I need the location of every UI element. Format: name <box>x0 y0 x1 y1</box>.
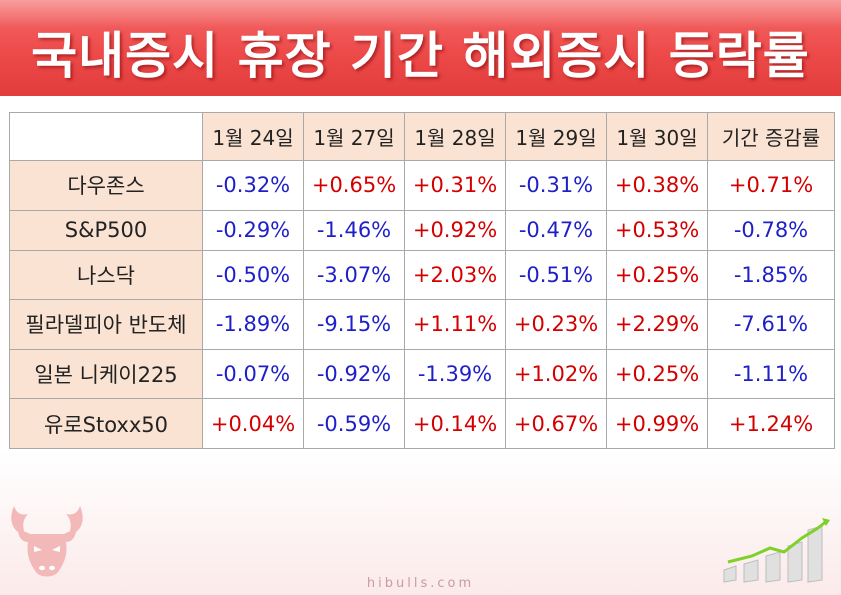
value-cell: +0.04% <box>202 398 304 449</box>
corner-cell <box>9 112 203 161</box>
value-cell: -0.07% <box>202 348 304 400</box>
value-cell: +1.02% <box>505 348 607 400</box>
row-label: 유로Stoxx50 <box>9 398 203 449</box>
value-cell: +0.14% <box>404 398 506 449</box>
column-header-period-change: 기간 증감률 <box>707 112 835 161</box>
header-row: 1월 24일 1월 27일 1월 28일 1월 29일 1월 30일 기간 증감… <box>9 112 835 161</box>
table-row: 다우존스 -0.32% +0.65% +0.31% -0.31% +0.38% +0.71% <box>9 160 835 211</box>
period-change-cell: +0.71% <box>707 160 835 211</box>
value-cell: +0.25% <box>606 348 708 400</box>
value-cell: -0.51% <box>505 249 607 301</box>
rising-bar-chart-icon <box>718 510 832 586</box>
value-cell: -0.59% <box>303 398 405 449</box>
row-label: S&P500 <box>9 209 203 251</box>
page-title: 국내증시 휴장 기간 해외증시 등락률 <box>31 27 810 85</box>
table-row: 일본 니케이225 -0.07% -0.92% -1.39% +1.02% +0.25% -… <box>9 348 835 400</box>
value-cell: -9.15% <box>303 299 405 350</box>
column-header: 1월 28일 <box>404 112 506 161</box>
value-cell: -0.92% <box>303 348 405 400</box>
period-change-cell: -7.61% <box>707 299 835 350</box>
period-change-cell: +1.24% <box>707 398 835 449</box>
value-cell: -0.29% <box>202 209 304 251</box>
row-label: 나스닥 <box>9 249 203 301</box>
value-cell: -0.47% <box>505 209 607 251</box>
column-header: 1월 29일 <box>505 112 607 161</box>
value-cell: -0.50% <box>202 249 304 301</box>
value-cell: +0.23% <box>505 299 607 350</box>
period-change-cell: -1.11% <box>707 348 835 400</box>
table-row: S&P500 -0.29% -1.46% +0.92% -0.47% +0.53% -0.7… <box>9 209 835 251</box>
value-cell: +0.65% <box>303 160 405 211</box>
value-cell: +0.99% <box>606 398 708 449</box>
table-row: 필라델피아 반도체 -1.89% -9.15% +1.11% +0.23% +2.29% -… <box>9 299 835 350</box>
value-cell: +0.92% <box>404 209 506 251</box>
value-cell: +2.29% <box>606 299 708 350</box>
value-cell: -1.89% <box>202 299 304 350</box>
title-banner: 국내증시 휴장 기간 해외증시 등락률 <box>0 0 841 96</box>
value-cell: +0.53% <box>606 209 708 251</box>
bull-head-icon <box>8 502 86 582</box>
value-cell: -1.39% <box>404 348 506 400</box>
column-header: 1월 27일 <box>303 112 405 161</box>
table-row: 유로Stoxx50 +0.04% -0.59% +0.14% +0.67% +0.99% +… <box>9 398 835 449</box>
value-cell: +0.67% <box>505 398 607 449</box>
site-watermark: hibulls.com <box>366 576 475 591</box>
period-change-cell: -1.85% <box>707 249 835 301</box>
value-cell: +1.11% <box>404 299 506 350</box>
value-cell: +0.25% <box>606 249 708 301</box>
value-cell: -1.46% <box>303 209 405 251</box>
value-cell: -0.31% <box>505 160 607 211</box>
row-label: 다우존스 <box>9 160 203 211</box>
row-label: 필라델피아 반도체 <box>9 299 203 350</box>
row-label: 일본 니케이225 <box>9 348 203 400</box>
value-cell: +2.03% <box>404 249 506 301</box>
column-header: 1월 30일 <box>606 112 708 161</box>
period-change-cell: -0.78% <box>707 209 835 251</box>
value-cell: -0.32% <box>202 160 304 211</box>
table-row: 나스닥 -0.50% -3.07% +2.03% -0.51% +0.25% -1.85% <box>9 249 835 301</box>
column-header: 1월 24일 <box>202 112 304 161</box>
value-cell: -3.07% <box>303 249 405 301</box>
footer-background <box>0 450 841 595</box>
banner-gloss <box>0 0 841 28</box>
value-cell: +0.38% <box>606 160 708 211</box>
value-cell: +0.31% <box>404 160 506 211</box>
returns-table: 1월 24일 1월 27일 1월 28일 1월 29일 1월 30일 기간 증감… <box>9 112 835 449</box>
